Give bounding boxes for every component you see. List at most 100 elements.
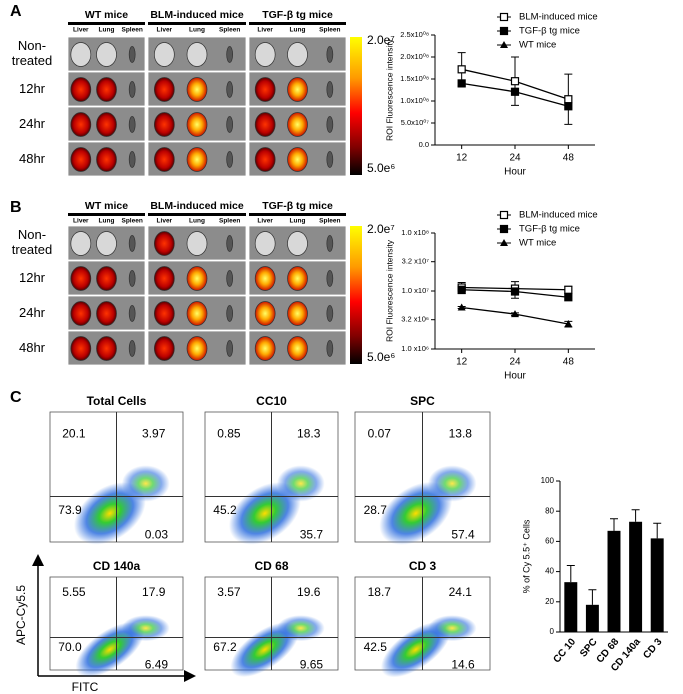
error-bar [566, 565, 575, 583]
cell-density [276, 465, 325, 502]
y-tick-label: 3.2 x10⁶ [401, 315, 429, 324]
legend-marker [499, 224, 509, 234]
legend-marker [500, 239, 508, 246]
organ-image [96, 266, 117, 291]
organ-image [153, 301, 175, 326]
group-header: WT mice [85, 9, 128, 21]
legend-label: TGF-β tg mice [519, 224, 580, 235]
y-tick-label: 5.0x10⁰⁷ [401, 118, 430, 127]
x-tick-label: 12 [456, 153, 468, 164]
panel-letter: C [10, 389, 22, 406]
organ-label: Liver [73, 218, 89, 225]
y-tick-label: 2.0x10⁰⁸ [400, 52, 429, 61]
quadrant-value: 0.03 [145, 528, 169, 542]
quadrant-value: 13.8 [449, 426, 473, 440]
bar [564, 582, 578, 632]
flow-title: CC10 [256, 394, 287, 408]
x-axis-label: Hour [504, 371, 526, 382]
group-header: TGF-β tg mice [262, 200, 333, 212]
legend-marker [499, 12, 509, 22]
data-point [564, 293, 573, 302]
organ-image [70, 147, 92, 172]
y-axis-label: ROI Fluorescence intensity [384, 239, 394, 342]
organ-label: Lung [189, 27, 205, 34]
organ-image [287, 266, 308, 291]
quadrant-value: 3.97 [142, 426, 166, 440]
organ-image [70, 336, 92, 361]
colorbar-label: 2.0e⁷ [367, 33, 395, 47]
bar [607, 530, 621, 632]
cell-density [427, 615, 477, 642]
organ-image [96, 231, 117, 256]
y-tick-label: 80 [545, 506, 554, 515]
organ-image [96, 336, 117, 361]
quadrant-value: 24.1 [449, 585, 473, 599]
organ-label: Liver [257, 218, 273, 225]
organ-image [96, 112, 117, 137]
row-label: 12hr [18, 270, 46, 285]
organ-image [186, 301, 208, 326]
legend-label: WT mice [519, 238, 556, 249]
header-bar [148, 213, 246, 216]
organ-image [128, 235, 136, 252]
organ-image [70, 77, 92, 102]
flow-title: Total Cells [87, 394, 147, 408]
y-tick-label: 20 [545, 597, 554, 606]
organ-image [254, 77, 276, 102]
legend-marker [500, 41, 508, 48]
organ-image [287, 112, 308, 137]
organ-image [254, 42, 276, 67]
row-label: 48hr [18, 340, 46, 355]
organ-image [128, 270, 136, 287]
x-tick-label: CD 3 [641, 636, 664, 661]
data-point [457, 65, 466, 74]
x-tick-label: 12 [456, 357, 468, 368]
organ-image [226, 46, 234, 63]
x-tick-label: 24 [509, 357, 521, 368]
legend-label: BLM-induced mice [519, 210, 598, 221]
organ-label: Liver [157, 27, 173, 34]
y-tick-label: 0 [550, 627, 555, 636]
organ-image [96, 77, 117, 102]
header-bar [68, 213, 145, 216]
organ-image [326, 235, 334, 252]
organ-image [128, 305, 136, 322]
panel-letter: A [10, 3, 22, 20]
organ-image [226, 116, 234, 133]
organ-image [226, 151, 234, 168]
organ-image [186, 266, 208, 291]
organ-image [254, 112, 276, 137]
data-point [510, 87, 520, 96]
group-header: TGF-β tg mice [262, 9, 333, 21]
data-point [510, 77, 520, 86]
quadrant-value: 28.7 [364, 503, 388, 517]
flow-x-label: FITC [72, 680, 99, 694]
flow-title: CD 140a [93, 559, 141, 573]
organ-image [226, 270, 234, 287]
organ-image [70, 231, 92, 256]
organ-image [287, 147, 308, 172]
panel-letter: B [10, 199, 22, 216]
organ-label: Spleen [319, 27, 340, 34]
bar [650, 538, 664, 632]
row-label: Non-treated [11, 38, 53, 68]
colorbar-label: 5.0e⁶ [367, 350, 395, 364]
y-tick-label: 3.2 x10⁷ [402, 257, 430, 266]
y-tick-label: 1.0 x10⁸ [401, 228, 429, 237]
flow-title: CD 68 [254, 559, 288, 573]
data-point [457, 285, 466, 294]
legend-label: TGF-β tg mice [519, 26, 580, 37]
organ-label: Spleen [219, 27, 240, 34]
organ-image [226, 305, 234, 322]
organ-image [153, 147, 175, 172]
organ-label: Spleen [319, 218, 340, 225]
organ-image [254, 231, 276, 256]
header-bar [249, 22, 346, 25]
organ-image [254, 336, 276, 361]
quadrant-value: 18.3 [297, 426, 321, 440]
group-header: WT mice [85, 200, 128, 212]
error-bar [610, 518, 618, 531]
organ-label: Spleen [122, 27, 143, 34]
quadrant-value: 5.55 [62, 585, 86, 599]
y-tick-label: 1.5x10⁰⁸ [400, 74, 429, 83]
